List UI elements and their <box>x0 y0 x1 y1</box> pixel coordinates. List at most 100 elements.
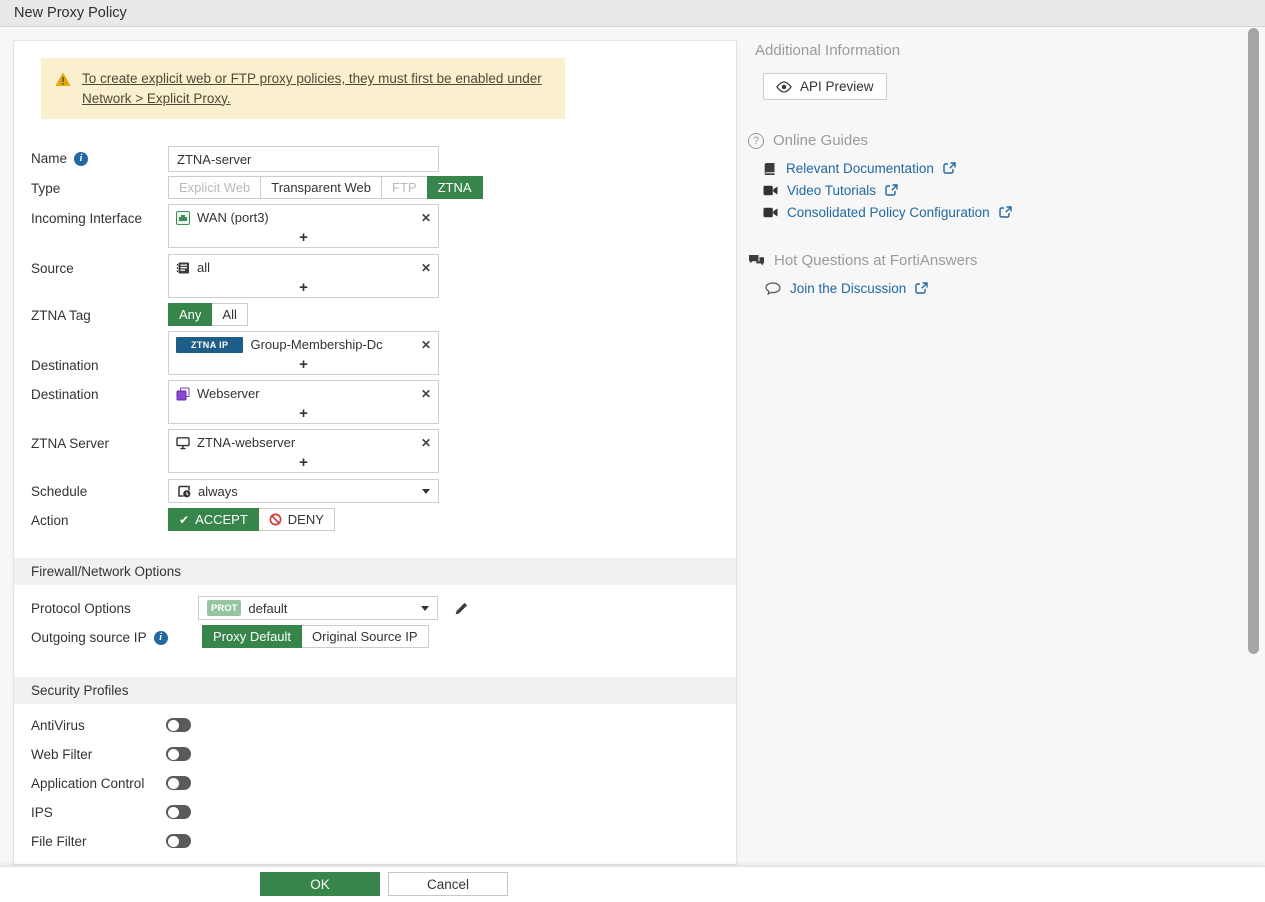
action-label: Action <box>31 513 69 528</box>
type-option-explicit-web[interactable]: Explicit Web <box>168 176 262 199</box>
api-preview-button[interactable]: API Preview <box>763 73 887 100</box>
remove-icon[interactable]: ✕ <box>420 386 431 401</box>
video-icon <box>763 185 778 196</box>
eye-icon <box>776 80 792 93</box>
action-option-accept[interactable]: ✔ ACCEPT <box>168 508 259 531</box>
ztna-server-entry[interactable]: ZTNA-webserver ✕ <box>169 430 438 455</box>
firewall-network-options-header: Firewall/Network Options <box>14 558 736 585</box>
name-input[interactable] <box>168 146 439 172</box>
add-source-button[interactable]: + <box>299 279 308 296</box>
page-title: New Proxy Policy <box>14 5 127 21</box>
address-icon <box>176 262 189 273</box>
ztna-tag-option-all[interactable]: All <box>211 303 248 326</box>
warning-link[interactable]: To create explicit web or FTP proxy poli… <box>82 71 542 106</box>
add-destination-address-button[interactable]: + <box>299 405 308 422</box>
footer-bar <box>0 866 1265 902</box>
name-label: Name i <box>31 146 89 171</box>
application-control-toggle[interactable] <box>166 776 191 790</box>
outgoing-option-original-source-ip[interactable]: Original Source IP <box>301 625 429 648</box>
ztna-server-selector: ZTNA-webserver ✕ + <box>168 429 439 473</box>
incoming-interface-selector: WAN (port3) ✕ + <box>168 204 439 248</box>
ztna-server-label: ZTNA Server <box>31 436 110 451</box>
file-filter-toggle[interactable] <box>166 834 191 848</box>
schedule-dropdown[interactable]: always <box>168 479 439 503</box>
source-selector: all ✕ + <box>168 254 439 298</box>
toggle-knob <box>167 719 179 731</box>
ztna-server-value: ZTNA-webserver <box>197 435 296 450</box>
source-entry[interactable]: all ✕ <box>169 255 438 280</box>
ztna-tag-segmented-control: Any All <box>168 303 248 326</box>
destination-ip-label: Destination <box>31 358 99 373</box>
ztna-tag-option-any[interactable]: Any <box>168 303 213 326</box>
edit-pencil-icon[interactable] <box>454 601 469 616</box>
toggle-knob <box>167 748 179 760</box>
type-option-ztna[interactable]: ZTNA <box>426 176 483 199</box>
incoming-interface-label: Incoming Interface <box>31 211 143 226</box>
destination-address-selector: Webserver ✕ + <box>168 380 439 424</box>
destination-ip-value: Group-Membership-Dc <box>250 337 383 352</box>
remove-icon[interactable]: ✕ <box>420 435 431 450</box>
type-segmented-control: Explicit Web Transparent Web FTP ZTNA <box>168 176 483 199</box>
web-filter-label: Web Filter <box>31 747 93 762</box>
protocol-options-dropdown[interactable]: PROT default <box>198 596 438 620</box>
toggle-knob <box>167 806 179 818</box>
add-ztna-server-button[interactable]: + <box>299 454 308 471</box>
type-option-transparent-web[interactable]: Transparent Web <box>260 176 383 199</box>
security-profiles-header: Security Profiles <box>14 677 736 704</box>
ztna-ip-badge: ZTNA IP <box>176 336 244 353</box>
schedule-value: always <box>198 483 238 499</box>
ok-button[interactable]: OK <box>260 872 380 896</box>
type-label: Type <box>31 181 61 196</box>
destination-ip-entry[interactable]: ZTNA IP Group-Membership-Dc ✕ <box>169 332 438 357</box>
schedule-icon <box>178 485 191 498</box>
server-monitor-icon <box>176 436 190 449</box>
external-link-icon <box>943 162 956 174</box>
info-icon[interactable]: i <box>153 630 168 645</box>
remove-icon[interactable]: ✕ <box>420 337 431 352</box>
link-relevant-documentation[interactable]: Relevant Documentation <box>763 161 956 176</box>
warning-icon <box>55 72 71 86</box>
type-option-ftp[interactable]: FTP <box>381 176 428 199</box>
link-join-the-discussion[interactable]: Join the Discussion <box>765 281 929 296</box>
video-icon <box>763 207 778 218</box>
outgoing-source-ip-label: Outgoing source IP i <box>31 625 168 650</box>
external-link-icon <box>915 282 929 294</box>
online-guides-title: ? Online Guides <box>748 132 868 149</box>
destination-address-label: Destination <box>31 387 99 402</box>
remove-icon[interactable]: ✕ <box>420 260 431 275</box>
incoming-interface-entry[interactable]: WAN (port3) ✕ <box>169 205 438 230</box>
source-label: Source <box>31 261 74 276</box>
policy-form-card: To create explicit web or FTP proxy poli… <box>13 40 737 865</box>
schedule-label: Schedule <box>31 484 88 499</box>
destination-address-entry[interactable]: Webserver ✕ <box>169 381 438 406</box>
add-destination-ip-button[interactable]: + <box>299 356 308 373</box>
action-option-deny[interactable]: DENY <box>257 508 335 531</box>
ips-toggle[interactable] <box>166 805 191 819</box>
external-link-icon <box>998 206 1012 218</box>
toggle-knob <box>167 835 179 847</box>
link-consolidated-policy-configuration[interactable]: Consolidated Policy Configuration <box>763 205 1012 220</box>
prot-badge: PROT <box>207 600 242 616</box>
web-filter-toggle[interactable] <box>166 747 191 761</box>
action-segmented-control: ✔ ACCEPT DENY <box>168 508 335 531</box>
question-circle-icon: ? <box>748 132 764 149</box>
source-value: all <box>197 260 211 275</box>
incoming-interface-value: WAN (port3) <box>197 210 269 225</box>
antivirus-label: AntiVirus <box>31 718 85 733</box>
cancel-button[interactable]: Cancel <box>388 872 508 896</box>
interface-icon <box>176 210 190 225</box>
toggle-knob <box>167 777 179 789</box>
fortianswers-title: Hot Questions at FortiAnswers <box>748 252 977 269</box>
deny-icon <box>269 513 282 526</box>
warning-banner: To create explicit web or FTP proxy poli… <box>41 58 565 120</box>
scrollbar-thumb[interactable] <box>1248 28 1259 654</box>
antivirus-toggle[interactable] <box>166 718 191 732</box>
info-icon[interactable]: i <box>74 151 89 166</box>
add-interface-button[interactable]: + <box>299 229 308 246</box>
remove-icon[interactable]: ✕ <box>420 210 431 225</box>
chevron-down-icon <box>422 488 430 494</box>
outgoing-option-proxy-default[interactable]: Proxy Default <box>202 625 303 648</box>
ztna-tag-label: ZTNA Tag <box>31 308 91 323</box>
protocol-options-value: default <box>248 600 288 616</box>
link-video-tutorials[interactable]: Video Tutorials <box>763 183 898 198</box>
